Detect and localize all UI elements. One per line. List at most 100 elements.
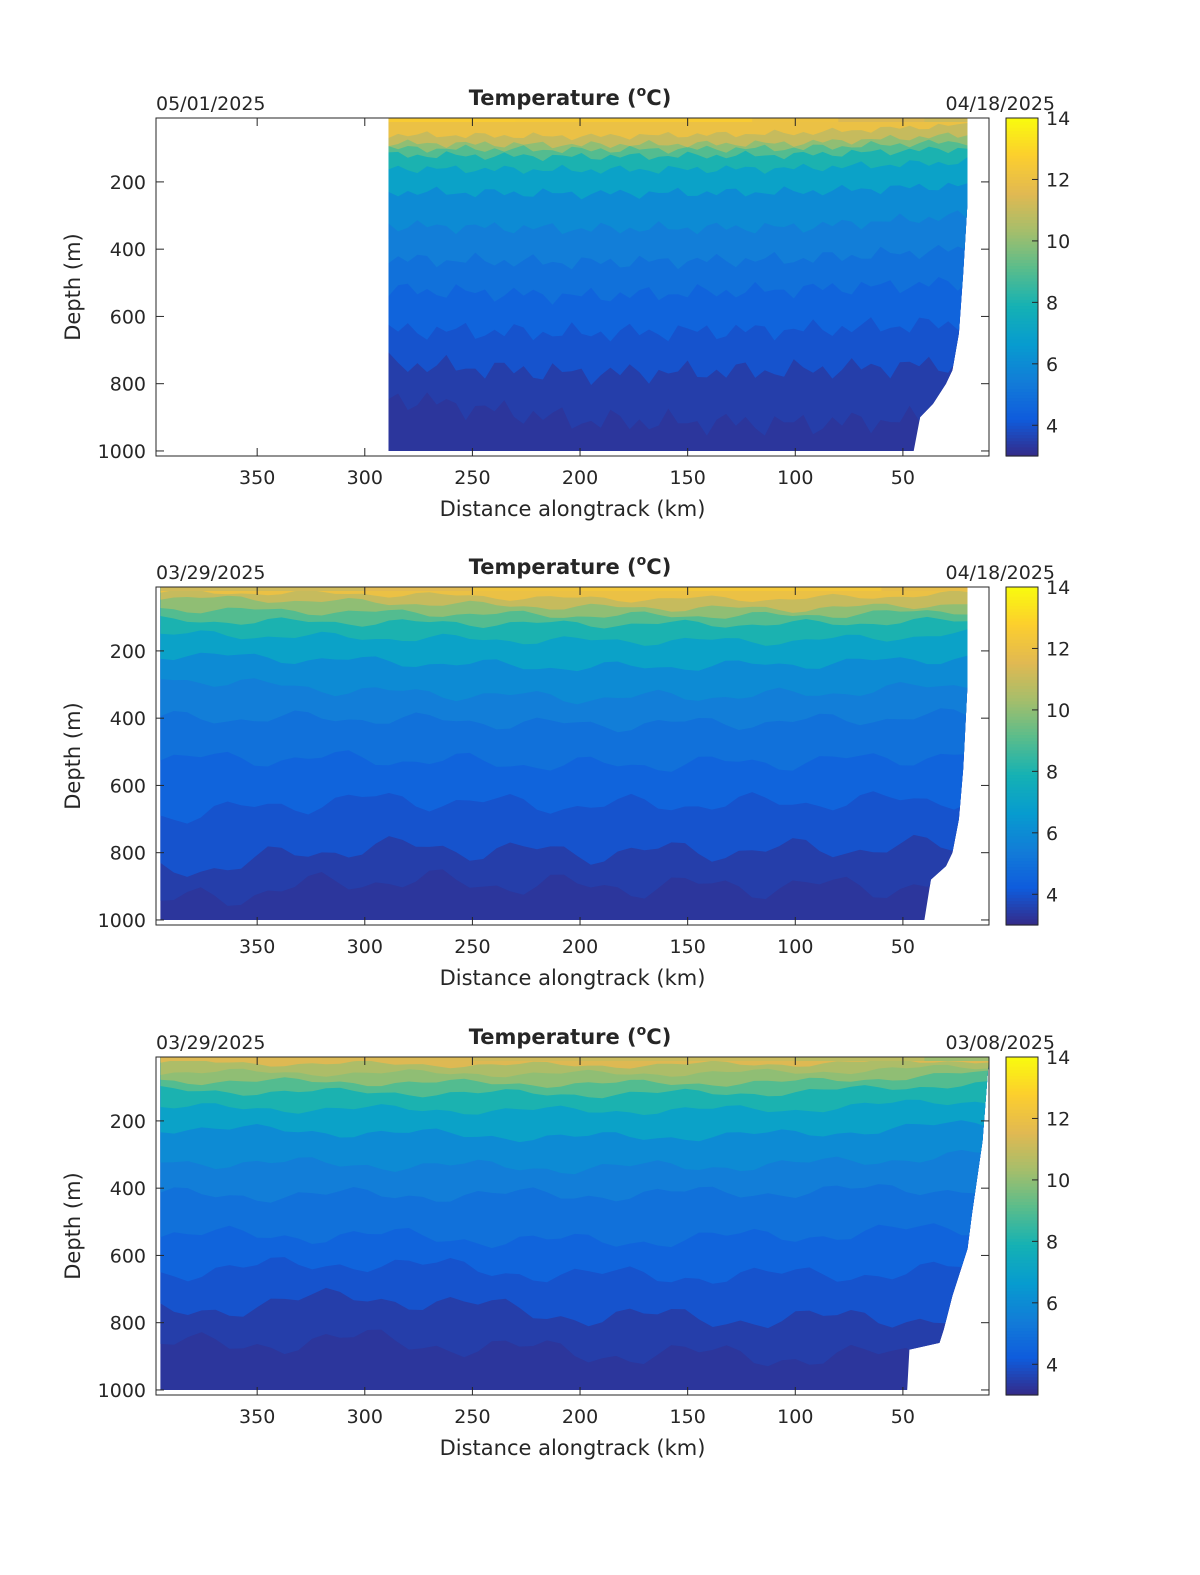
colorbar-step (1006, 1216, 1038, 1221)
colorbar-step (1006, 145, 1038, 150)
surface-patch (580, 118, 689, 122)
colorbar-step (1006, 216, 1038, 220)
y-tick-label: 1000 (98, 441, 146, 463)
colorbar-step (1006, 296, 1038, 300)
y-tick-label: 200 (110, 1111, 146, 1133)
x-tick-label: 350 (239, 936, 275, 958)
colorbar-step (1006, 1269, 1038, 1273)
surface-patch (364, 587, 473, 591)
colorbar-step (1006, 921, 1038, 926)
colorbar-tick-label: 8 (1046, 1231, 1058, 1253)
colorbar-step (1006, 888, 1038, 892)
y-tick-label: 600 (110, 1245, 146, 1267)
colorbar-step (1006, 185, 1038, 190)
colorbar-step (1006, 857, 1038, 862)
colorbar-step (1006, 712, 1038, 717)
surface-patch (924, 118, 968, 122)
colorbar-step (1006, 587, 1038, 591)
colorbar-step (1006, 1143, 1038, 1147)
colorbar-step (1006, 918, 1038, 923)
colorbar-step (1006, 1333, 1038, 1338)
colorbar-step (1006, 256, 1038, 260)
colorbar-step (1006, 1278, 1038, 1282)
colorbar-step (1006, 333, 1038, 337)
colorbar-step (1006, 1376, 1038, 1381)
colorbar-step (1006, 826, 1038, 831)
colorbar-step (1006, 694, 1038, 699)
x-tick-label: 100 (777, 936, 813, 958)
y-tick-label: 800 (110, 374, 146, 396)
colorbar-step (1006, 851, 1038, 855)
y-tick-label: 1000 (98, 910, 146, 932)
x-tick-label: 50 (891, 467, 915, 489)
colorbar-step (1006, 746, 1038, 751)
surface-patch (924, 1057, 990, 1061)
colorbar-step (1006, 1308, 1038, 1313)
colorbar-step (1006, 633, 1038, 637)
colorbar-step (1006, 872, 1038, 877)
colorbar-step (1006, 731, 1038, 736)
colorbar-step (1006, 599, 1038, 603)
colorbar-step (1006, 277, 1038, 282)
colorbar-step (1006, 838, 1038, 843)
colorbar-step (1006, 293, 1038, 297)
colorbar-step (1006, 608, 1038, 613)
colorbar-step (1006, 225, 1038, 230)
colorbar-step (1006, 262, 1038, 267)
colorbar-step (1006, 1250, 1038, 1255)
colorbar-step (1006, 878, 1038, 883)
colorbar-step (1006, 808, 1038, 812)
colorbar-step (1006, 869, 1038, 874)
colorbar-step (1006, 1084, 1038, 1089)
colorbar-step (1006, 1176, 1038, 1181)
colorbar-step (1006, 835, 1038, 840)
colorbar-step (1006, 906, 1038, 911)
colorbar-tick-label: 4 (1046, 1354, 1058, 1376)
colorbar-step (1006, 1315, 1038, 1319)
y-tick-label: 600 (110, 306, 146, 328)
x-tick-label: 200 (562, 1406, 598, 1428)
colorbar-step (1006, 366, 1038, 371)
colorbar-step (1006, 1130, 1038, 1135)
colorbar-step (1006, 1093, 1038, 1098)
colorbar-step (1006, 915, 1038, 920)
colorbar-step (1006, 617, 1038, 622)
x-tick-label: 250 (454, 1406, 490, 1428)
colorbar-step (1006, 1296, 1038, 1301)
colorbar-step (1006, 1222, 1038, 1227)
surface-patch (687, 587, 796, 591)
x-tick-label: 100 (777, 1406, 813, 1428)
colorbar-step (1006, 157, 1038, 162)
x-tick-label: 300 (347, 1406, 383, 1428)
colorbar-step (1006, 666, 1038, 671)
colorbar-step (1006, 133, 1038, 138)
colorbar-step (1006, 1136, 1038, 1141)
colorbar-step (1006, 682, 1038, 686)
colorbar-step (1006, 737, 1038, 742)
colorbar-step (1006, 1336, 1038, 1341)
colorbar-step (1006, 1327, 1038, 1332)
colorbar-step (1006, 645, 1038, 650)
colorbar-step (1006, 121, 1038, 125)
colorbar-step (1006, 382, 1038, 386)
x-tick-label: 200 (562, 467, 598, 489)
colorbar-step (1006, 188, 1038, 193)
colorbar-step (1006, 740, 1038, 745)
colorbar-step (1006, 1219, 1038, 1224)
colorbar-frame (1005, 586, 1039, 926)
colorbar-tick-label: 10 (1046, 231, 1070, 253)
colorbar-step (1006, 1330, 1038, 1335)
colorbar-step (1006, 400, 1038, 405)
colorbar-step (1006, 265, 1038, 270)
colorbar-step (1006, 154, 1038, 159)
colorbar-step (1006, 771, 1038, 776)
colorbar-step (1006, 176, 1038, 181)
colorbar-step (1006, 299, 1038, 303)
colorbar-step (1006, 323, 1038, 328)
colorbar-step (1006, 626, 1038, 631)
colorbar-step (1006, 1075, 1038, 1080)
colorbar-step (1006, 1318, 1038, 1322)
colorbar-step (1006, 823, 1038, 828)
colorbar: 4 6 8 10 12 14 (1005, 1047, 1070, 1396)
colorbar-step (1006, 786, 1038, 791)
